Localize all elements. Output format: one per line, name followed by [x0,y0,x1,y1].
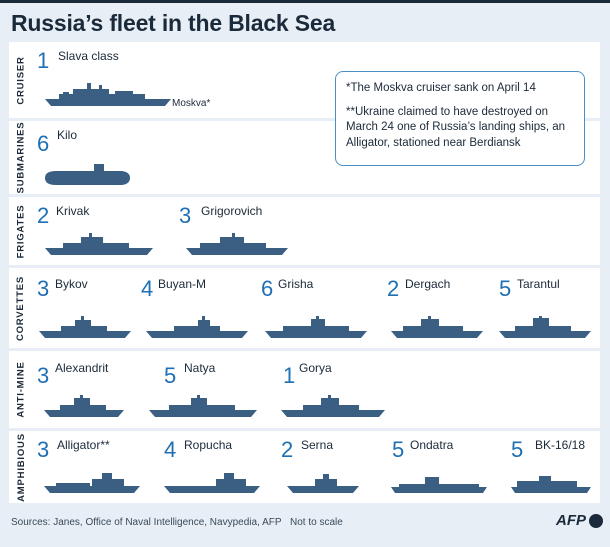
ship-class-name: Kilo [57,128,78,142]
corvette-ship-icon [391,316,483,338]
landing-ship-icon [44,473,140,493]
ship-class-name: Dergach [405,277,451,291]
category-label: ANTI-MINE [15,361,27,418]
ship-class-name: Bykov [55,277,88,291]
ship-class-name: Slava class [58,49,119,63]
ship-count: 1 [37,48,50,73]
landing-ship-icon [164,473,260,493]
note-moskva: *The Moskva cruiser sank on April 14 [346,82,536,94]
ship-count: 3 [37,276,50,301]
ship-class-name: Alligator** [57,438,110,452]
corvette-ship-icon [39,316,131,338]
ship-class-name: Ondatra [410,438,454,452]
ship-count: 5 [499,276,512,301]
ship-class-name: Buyan-M [158,277,207,291]
landing-craft-icon [287,474,359,493]
sources-text: Sources: Janes, Office of Naval Intellig… [11,517,282,528]
frigate-ship-icon [186,233,288,255]
afp-logo-text: AFP [556,512,586,529]
minesweeper-ship-icon [44,395,124,417]
ship-count: 2 [281,437,294,462]
category-label: CRUISER [15,55,27,105]
ship-class-name: Alexandrit [55,361,109,375]
cruiser-ship-icon [45,83,171,106]
ship-count: 1 [283,363,296,388]
ship-class-name: Natya [184,361,216,375]
category-label: FRIGATES [15,204,27,258]
category-row-corvettes: CORVETTES 3 Bykov 4 Buyan-M 6 Grisha 2 D… [9,268,600,348]
ship-count: 3 [37,363,50,388]
ship-class-name: BK-16/18 [535,438,586,452]
ship-count: 5 [164,363,177,388]
submarine-icon [45,164,130,185]
ship-class-name: Serna [301,438,334,452]
top-rule [0,0,610,3]
category-row-amphibious: AMPHIBIOUS 3 Alligator** 4 Ropucha 2 Ser… [9,431,600,503]
frigate-ship-icon [45,233,153,255]
ship-count: 5 [511,437,524,462]
minesweeper-ship-icon [281,395,385,417]
category-row-frigates: FRIGATES 2 Krivak 3 Grigorovich [9,197,600,265]
ship-class-name: Gorya [299,361,332,375]
landing-craft-icon [391,477,487,493]
ship-count: 5 [392,437,405,462]
category-label: AMPHIBIOUS [15,432,27,502]
ship-count: 4 [164,437,177,462]
ship-count: 2 [37,203,50,228]
corvette-ship-icon [146,316,248,338]
ship-count: 6 [261,276,274,301]
scale-note: Not to scale [290,517,343,528]
ship-count: 2 [387,276,400,301]
ship-class-name: Krivak [56,204,90,218]
landing-craft-icon [511,476,591,493]
ship-class-name: Grigorovich [201,204,263,218]
ship-class-name: Ropucha [184,438,233,452]
category-label: CORVETTES [15,275,27,341]
afp-logo: AFP [556,512,603,529]
afp-logo-icon [589,513,603,528]
page-title: Russia’s fleet in the Black Sea [11,10,336,36]
category-label: SUBMARINES [15,121,27,194]
note-alligator: **Ukraine claimed to have destroyed on M… [346,105,566,149]
ship-count: 3 [37,437,50,462]
ship-count: 3 [179,203,192,228]
corvette-ship-icon [265,316,367,338]
ship-class-name: Grisha [278,277,314,291]
minesweeper-ship-icon [149,395,257,417]
corvette-ship-icon [499,316,591,338]
note-box: *The Moskva cruiser sank on April 14 **U… [335,71,585,166]
moskva-label: Moskva* [172,98,211,109]
ship-class-name: Tarantul [517,277,560,291]
category-row-anti-mine: ANTI-MINE 3 Alexandrit 5 Natya 1 Gorya [9,351,600,428]
ship-count: 4 [141,276,154,301]
ship-count: 6 [37,131,50,156]
